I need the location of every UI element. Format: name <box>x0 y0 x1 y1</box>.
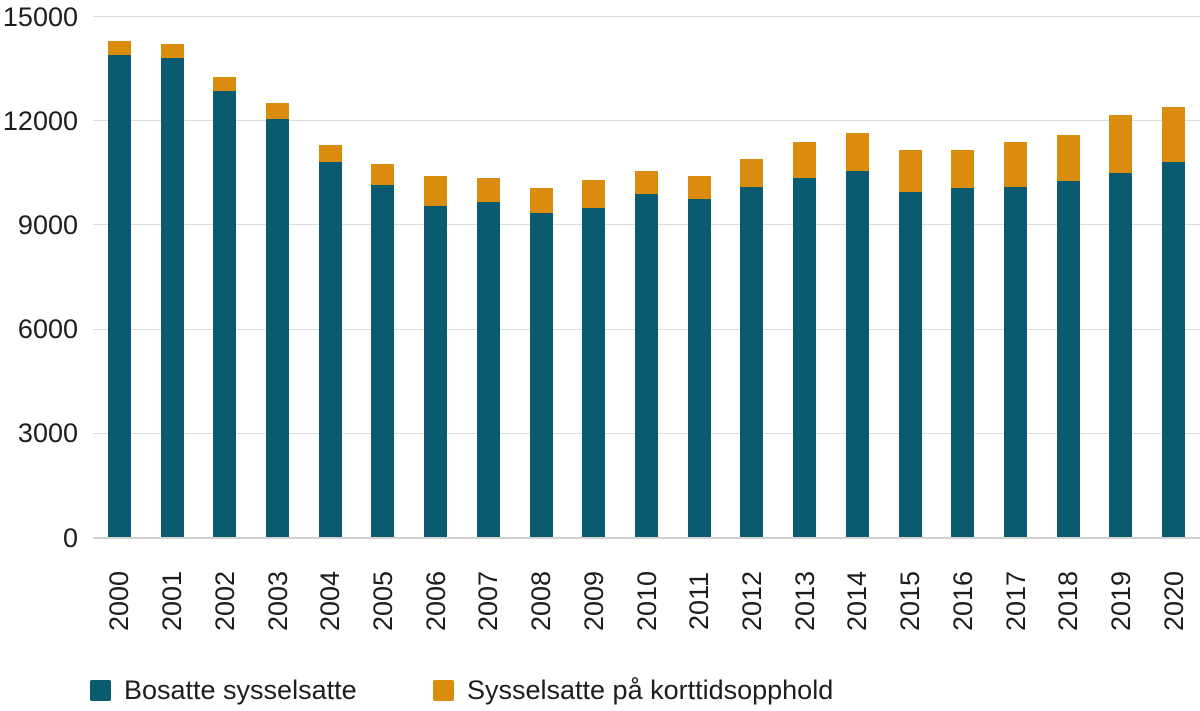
bar-segment-2005-series-0 <box>371 184 395 538</box>
bar-segment-2013-series-1 <box>793 141 817 178</box>
x-axis-tick-label-2012: 2012 <box>736 570 767 632</box>
x-axis-tick-label-2013: 2013 <box>789 570 820 632</box>
bar-segment-2007-series-0 <box>476 202 500 538</box>
legend-label-bosatte: Bosatte sysselsatte <box>124 674 357 705</box>
bar-segment-2011-series-1 <box>687 176 711 199</box>
x-axis-tick-label-2010: 2010 <box>631 570 662 632</box>
bar-segment-2014-series-1 <box>845 132 869 172</box>
legend-label-korttid: Sysselsatte på korttidsopphold <box>467 674 834 705</box>
bar-segment-2015-series-0 <box>898 191 922 538</box>
bar-segment-2018-series-0 <box>1056 181 1080 538</box>
bar-segment-2016-series-1 <box>951 150 975 189</box>
bar-segment-2015-series-1 <box>898 150 922 192</box>
x-axis-tick-label-2002: 2002 <box>209 570 240 632</box>
x-axis-tick-label-2001: 2001 <box>157 570 188 632</box>
chart-legend: Bosatte sysselsatte Sysselsatte på kortt… <box>0 674 1200 706</box>
bar-segment-2003-series-0 <box>266 118 289 538</box>
bar-segment-2018-series-1 <box>1056 134 1080 182</box>
bar-segment-2001-series-0 <box>160 58 184 538</box>
y-axis-tick-label-0: 0 <box>62 522 78 553</box>
legend-item-sysselsatte-korttidsopphold: Sysselsatte på korttidsopphold <box>433 674 833 706</box>
bar-segment-2013-series-0 <box>793 178 817 538</box>
y-axis-tick-label-15000: 15000 <box>2 1 78 32</box>
bar-segment-2001-series-1 <box>160 44 184 59</box>
bar-segment-2016-series-0 <box>951 188 975 538</box>
x-axis-tick-label-2007: 2007 <box>473 570 504 632</box>
bar-segment-2008-series-1 <box>529 188 553 213</box>
bar-segment-2020-series-0 <box>1162 162 1186 538</box>
bar-segment-2019-series-0 <box>1109 172 1133 538</box>
x-axis-tick-label-2015: 2015 <box>895 570 926 632</box>
y-axis-tick-label-12000: 12000 <box>2 105 78 136</box>
gridline-y-0 <box>93 536 1200 539</box>
bar-segment-2004-series-0 <box>318 162 342 538</box>
y-axis-tick-label-6000: 6000 <box>17 314 78 345</box>
bar-segment-2020-series-1 <box>1162 106 1186 163</box>
bar-segment-2017-series-0 <box>1004 186 1027 538</box>
x-axis-tick-label-2003: 2003 <box>262 570 293 632</box>
bar-segment-2012-series-0 <box>740 186 764 538</box>
bar-segment-2014-series-0 <box>845 171 869 538</box>
x-axis-tick-label-2020: 2020 <box>1158 570 1189 632</box>
bar-segment-2010-series-0 <box>635 193 658 538</box>
gridline-y-12000 <box>93 120 1200 122</box>
bar-segment-2008-series-0 <box>529 212 553 538</box>
y-axis-tick-label-3000: 3000 <box>17 418 78 449</box>
bar-segment-2000-series-1 <box>107 40 131 55</box>
bar-segment-2009-series-1 <box>582 179 606 208</box>
bar-segment-2017-series-1 <box>1004 141 1027 187</box>
plot-area: 0 3000 6000 9000 12000 15000 2000 2001 2002 2003 2… <box>2 1 1200 632</box>
bar-segment-2000-series-0 <box>107 54 131 538</box>
x-axis-tick-label-2006: 2006 <box>420 570 451 632</box>
x-axis-tick-label-2014: 2014 <box>842 570 873 632</box>
bar-segment-2004-series-1 <box>318 145 342 163</box>
bar-segment-2002-series-0 <box>213 91 237 538</box>
x-axis-tick-label-2004: 2004 <box>315 570 346 632</box>
x-axis-tick-label-2011: 2011 <box>684 571 715 631</box>
bar-segment-2006-series-1 <box>424 176 448 206</box>
x-axis-tick-label-2016: 2016 <box>947 570 978 632</box>
legend-swatch-korttid-icon <box>433 679 454 701</box>
bar-segment-2006-series-0 <box>424 205 448 538</box>
bar-segment-2012-series-1 <box>740 158 764 187</box>
x-axis-tick-label-2018: 2018 <box>1053 570 1084 632</box>
x-axis-tick-label-2000: 2000 <box>104 570 135 632</box>
gridline-y-15000 <box>93 16 1200 17</box>
bar-segment-2007-series-1 <box>476 178 500 203</box>
y-axis-tick-label-9000: 9000 <box>17 209 78 240</box>
legend-item-bosatte-sysselsatte: Bosatte sysselsatte <box>90 674 357 706</box>
x-axis-tick-label-2009: 2009 <box>578 570 609 632</box>
bar-segment-2002-series-1 <box>213 77 237 92</box>
bar-segment-2011-series-0 <box>687 198 711 538</box>
x-axis-tick-label-2017: 2017 <box>1000 570 1031 632</box>
bar-segment-2005-series-1 <box>371 164 395 185</box>
x-axis-tick-label-2008: 2008 <box>526 570 557 632</box>
legend-swatch-bosatte-icon <box>90 679 111 701</box>
bar-segment-2009-series-0 <box>582 207 606 538</box>
x-axis-tick-label-2005: 2005 <box>367 570 398 632</box>
bar-segment-2019-series-1 <box>1109 115 1133 173</box>
bar-segment-2003-series-1 <box>266 103 289 119</box>
x-axis-tick-label-2019: 2019 <box>1105 570 1136 632</box>
bar-segment-2010-series-1 <box>635 171 658 194</box>
